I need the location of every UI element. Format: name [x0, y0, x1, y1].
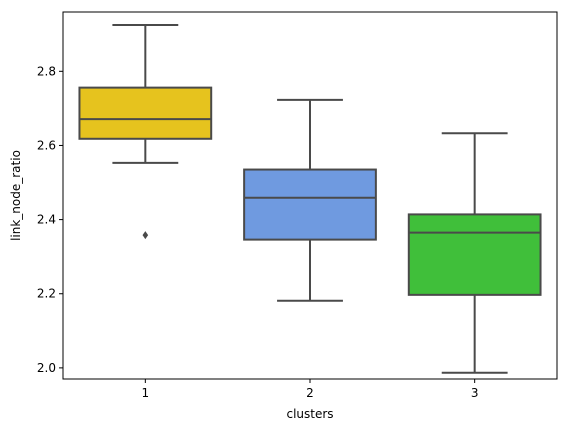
outlier-point: [142, 231, 149, 240]
box-iqr: [407, 213, 542, 296]
box-cluster-2: [243, 98, 377, 302]
x-tick-label: 3: [471, 386, 479, 400]
y-axis-label: link_node_ratio: [9, 150, 23, 241]
y-tick-label: 2.0: [37, 361, 56, 375]
box-series: [78, 23, 542, 374]
box-iqr: [243, 168, 377, 241]
y-tick-label: 2.6: [37, 138, 56, 152]
box-cluster-1: [78, 23, 213, 240]
x-tick-label: 2: [306, 386, 314, 400]
y-tick-label: 2.2: [37, 287, 56, 301]
x-axis-label: clusters: [286, 407, 333, 421]
box-iqr: [78, 86, 213, 140]
y-tick-label: 2.8: [37, 64, 56, 78]
y-axis: 2.0 2.2 2.4 2.6 2.8: [37, 64, 63, 375]
box-cluster-3: [407, 132, 542, 374]
x-axis: 1 2 3: [142, 379, 479, 400]
x-tick-label: 1: [142, 386, 150, 400]
y-tick-label: 2.4: [37, 213, 56, 227]
